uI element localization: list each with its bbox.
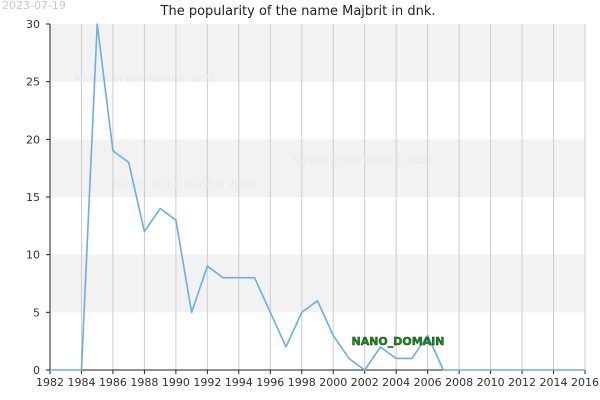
watermark-text: Names of the World © 2023 (113, 179, 254, 190)
x-axis-tick-labels: 1982 1984 1986 1988 1990 1992 1994 1996 1998 2000… (36, 370, 599, 389)
x-tick-label: 2004 (382, 376, 410, 389)
x-tick-label: 1988 (130, 376, 158, 389)
nano-domain-label: NANO_DOMAIN (351, 335, 444, 348)
background-band (50, 254, 585, 313)
grid-lines (49, 24, 586, 370)
x-tick-label: 2006 (414, 376, 442, 389)
series-group (50, 23, 585, 371)
y-tick-label: 0 (33, 364, 40, 377)
x-tick-label: 1984 (67, 376, 95, 389)
watermark-text: Names of the World © 2023 (293, 156, 434, 167)
x-tick-label: 2014 (540, 376, 568, 389)
x-tick-label: 2000 (319, 376, 347, 389)
x-tick-label: 2002 (351, 376, 379, 389)
x-tick-label: 1992 (193, 376, 221, 389)
background-band (50, 24, 585, 82)
x-tick-label: 2008 (445, 376, 473, 389)
watermark-text: Names of the World © 2023 (75, 74, 216, 85)
x-tick-label: 1986 (99, 376, 127, 389)
x-tick-label: 2012 (508, 376, 536, 389)
x-tick-label: 2016 (571, 376, 599, 389)
x-tick-label: 1990 (162, 376, 190, 389)
background-bands (50, 24, 585, 313)
chart-title: The popularity of the name Majbrit in dn… (160, 4, 436, 19)
y-tick-label: 30 (26, 18, 40, 31)
y-tick-label: 25 (26, 76, 40, 89)
x-tick-label: 1994 (225, 376, 253, 389)
x-tick-label: 1996 (256, 376, 284, 389)
background-band (50, 139, 585, 197)
watermarks: Names of the World © 2023 Names of the Wo… (75, 74, 434, 190)
y-tick-label: 5 (33, 306, 40, 319)
x-tick-label: 1998 (288, 376, 316, 389)
x-tick-label: 1982 (36, 376, 64, 389)
y-tick-label: 10 (26, 249, 40, 262)
y-tick-label: 15 (26, 191, 40, 204)
x-tick-label: 2010 (477, 376, 505, 389)
y-tick-label: 20 (26, 133, 40, 146)
y-axis-tick-labels: 0 5 10 15 20 25 30 (26, 18, 50, 377)
series-line (50, 23, 585, 371)
date-stamp: 2023-07-19 (2, 0, 66, 12)
